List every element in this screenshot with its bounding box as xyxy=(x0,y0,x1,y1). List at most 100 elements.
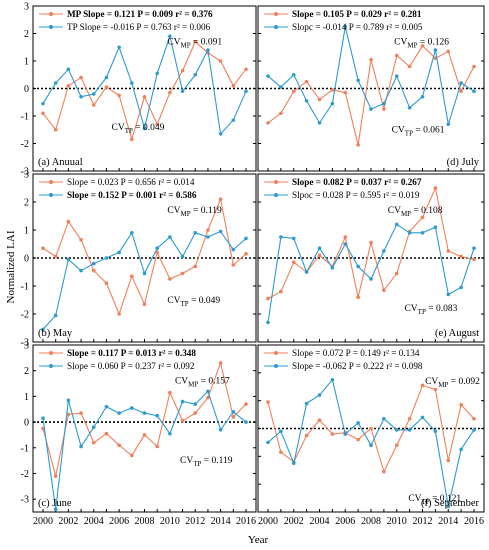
cv-value: = 0.049 xyxy=(133,123,165,133)
cv-annotation: CVMP = 0.108 xyxy=(388,206,443,218)
data-point-mp xyxy=(117,312,121,316)
data-point-mp xyxy=(394,443,399,448)
data-point-tp xyxy=(130,406,134,410)
legend-swatch-marker xyxy=(49,180,53,184)
data-point-mp xyxy=(420,215,425,220)
data-point-tp xyxy=(356,78,360,83)
cv-subscript: TP xyxy=(405,130,413,138)
data-point-mp xyxy=(356,143,360,147)
data-point-tp xyxy=(117,45,121,50)
data-point-tp xyxy=(142,271,147,276)
data-point-mp xyxy=(66,412,71,417)
data-point-tp xyxy=(279,429,283,434)
data-point-tp xyxy=(231,410,236,414)
data-point-mp xyxy=(193,39,198,44)
data-point-mp xyxy=(266,121,270,125)
cv-text: CV xyxy=(394,38,407,48)
data-point-tp xyxy=(168,431,172,436)
legend-swatch-marker xyxy=(274,193,278,197)
data-point-mp xyxy=(130,137,134,142)
legend-stats: = 0.105 P = 0.029 r² = 0.281 xyxy=(316,9,422,19)
data-point-tp xyxy=(369,443,373,448)
y-tick-label: -2 xyxy=(21,139,29,150)
legend-swatch-marker xyxy=(274,364,278,368)
cv-value: = 0.092 xyxy=(448,377,480,387)
data-point-mp xyxy=(420,44,425,48)
legend-label: TP Slope xyxy=(67,22,103,32)
cv-text: CV xyxy=(167,206,180,216)
legend-label: Slope xyxy=(292,361,315,371)
data-point-mp xyxy=(407,416,412,421)
legend-stats: = 0.023 P = 0.656 r² = 0.014 xyxy=(90,177,195,187)
data-point-tp xyxy=(369,277,373,281)
x-tick-label: 2008 xyxy=(135,516,155,527)
data-point-tp xyxy=(117,411,121,415)
series-line-tp xyxy=(42,230,247,330)
legend-entry: MP Slope = 0.121 P = 0.009 r² = 0.376 xyxy=(67,9,213,19)
data-point-tp xyxy=(66,257,71,262)
data-point-tp xyxy=(66,398,71,403)
data-point-mp xyxy=(472,257,476,262)
panel: Slope = 0.082 P = 0.037 r² = 0.267 Slpoc … xyxy=(257,173,485,343)
data-point-tp xyxy=(41,327,45,332)
data-point-tp xyxy=(304,99,309,103)
cv-annotation: CVTP = 0.121 xyxy=(408,494,461,506)
data-point-mp xyxy=(231,415,236,419)
x-tick-label: 2012 xyxy=(185,516,205,527)
data-point-mp xyxy=(459,254,463,259)
y-tick-label: 0 xyxy=(24,84,29,95)
data-point-tp xyxy=(394,428,399,432)
y-tick-label: 0 xyxy=(24,254,29,265)
data-point-mp xyxy=(356,437,360,442)
data-point-mp xyxy=(407,64,412,69)
cv-value: = 0.108 xyxy=(411,206,443,216)
data-point-tp xyxy=(104,256,109,260)
cv-annotation: CVTP = 0.049 xyxy=(112,123,165,135)
data-point-mp xyxy=(459,89,463,94)
data-point-mp xyxy=(330,88,335,92)
series-line-tp xyxy=(267,378,475,507)
legend-swatch-marker xyxy=(49,364,53,368)
data-point-mp xyxy=(244,402,248,406)
cv-subscript: MP xyxy=(407,42,417,50)
y-tick-label: 1 xyxy=(24,226,29,237)
data-point-mp xyxy=(91,268,96,273)
data-point-mp xyxy=(41,246,45,250)
legend-entry: Slpoc = 0.028 P = 0.595 r² = 0.019 xyxy=(292,190,420,200)
x-tick-label: 2002 xyxy=(284,516,304,527)
cv-value: = 0.049 xyxy=(189,296,221,306)
data-point-tp xyxy=(394,222,399,227)
data-point-mp xyxy=(53,254,58,259)
x-tick-label: 2016 xyxy=(464,516,484,527)
cv-text: CV xyxy=(112,123,125,133)
y-tick-label: -2 xyxy=(21,469,29,480)
panel: -3 -2 -1 0 1 2 3 MP Slope = 0.121 P = 0.009 r² … xyxy=(21,2,257,178)
cv-text: CV xyxy=(167,296,180,306)
data-point-tp xyxy=(472,89,476,94)
data-point-tp xyxy=(446,122,451,127)
cv-subscript: TP xyxy=(181,300,189,308)
data-point-tp xyxy=(266,74,270,78)
x-tick-label: 2014 xyxy=(211,516,231,527)
cv-text: CV xyxy=(392,126,405,136)
x-tick-label: 2004 xyxy=(84,516,104,527)
data-point-mp xyxy=(180,271,185,276)
data-point-tp xyxy=(343,24,348,29)
y-tick-label: 2 xyxy=(24,29,29,40)
data-point-mp xyxy=(168,90,172,95)
legend-entry: Slope = 0.060 P = 0.237 r² = 0.092 xyxy=(67,361,195,371)
data-point-tp xyxy=(231,118,236,122)
data-point-tp xyxy=(433,429,438,434)
data-point-mp xyxy=(231,263,236,267)
legend-swatch-marker xyxy=(49,351,53,355)
data-point-mp xyxy=(218,197,223,201)
cv-text: CV xyxy=(180,456,193,466)
x-tick-label: 2008 xyxy=(361,516,381,527)
data-point-tp xyxy=(330,101,335,106)
data-point-mp xyxy=(356,295,360,300)
data-point-mp xyxy=(317,418,322,422)
legend-label: Slope xyxy=(292,177,316,187)
x-tick-label: 2006 xyxy=(335,516,355,527)
cv-value: = 0.121 xyxy=(430,494,462,504)
cv-text: CV xyxy=(408,494,421,504)
